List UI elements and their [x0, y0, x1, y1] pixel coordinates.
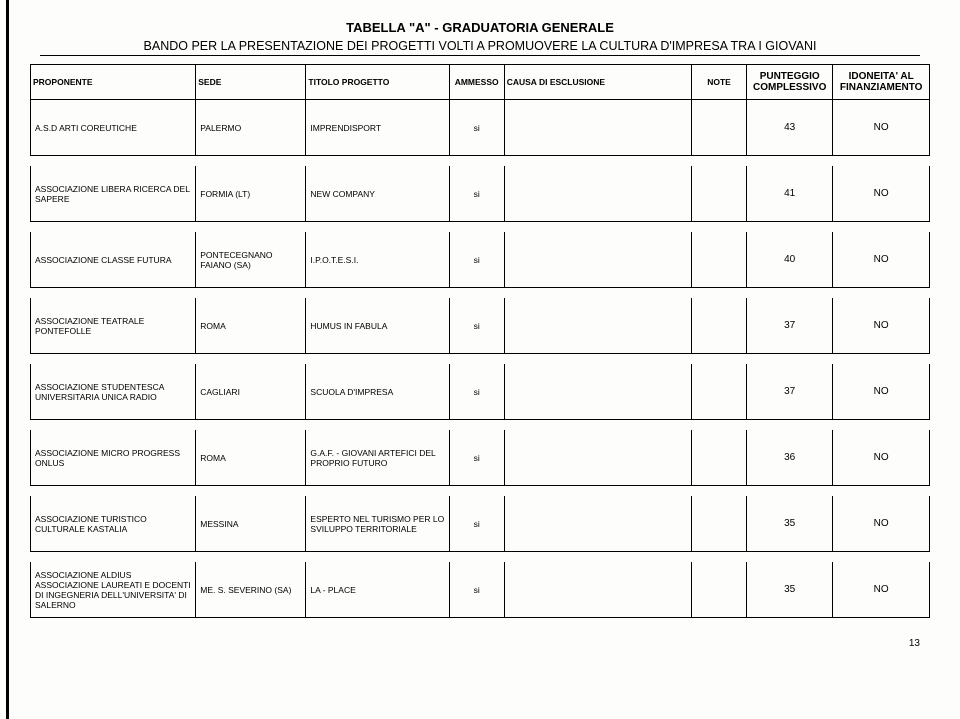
page-number: 13 [30, 638, 930, 649]
cell-proponente: ASSOCIAZIONE STUDENTESCA UNIVERSITARIA U… [30, 364, 195, 420]
cell-note [691, 232, 746, 288]
cell-note [691, 430, 746, 486]
table-row: ASSOCIAZIONE TEATRALE PONTEFOLLEROMAHUMU… [30, 298, 930, 354]
cell-idoneita: NO [832, 166, 930, 222]
table-row: ASSOCIAZIONE MICRO PROGRESS ONLUSROMAG.A… [30, 430, 930, 486]
col-ammesso: AMMESSO [449, 64, 504, 100]
cell-idoneita: NO [832, 430, 930, 486]
cell-titolo: SCUOLA D'IMPRESA [305, 364, 448, 420]
cell-ammesso: si [449, 430, 504, 486]
cell-sede: FORMIA (LT) [195, 166, 305, 222]
cell-punteggio: 35 [746, 496, 832, 552]
cell-proponente: ASSOCIAZIONE CLASSE FUTURA [30, 232, 195, 288]
cell-proponente: ASSOCIAZIONE LIBERA RICERCA DEL SAPERE [30, 166, 195, 222]
cell-proponente: ASSOCIAZIONE TEATRALE PONTEFOLLE [30, 298, 195, 354]
cell-punteggio: 43 [746, 100, 832, 156]
cell-ammesso: si [449, 562, 504, 618]
cell-idoneita: NO [832, 298, 930, 354]
cell-note [691, 496, 746, 552]
header-row: PROPONENTE SEDE TITOLO PROGETTO AMMESSO … [30, 64, 930, 100]
cell-causa [504, 298, 691, 354]
table-row: ASSOCIAZIONE STUDENTESCA UNIVERSITARIA U… [30, 364, 930, 420]
cell-idoneita: NO [832, 496, 930, 552]
table-row: A.S.D ARTI COREUTICHEPALERMOIMPRENDISPOR… [30, 100, 930, 156]
table-row: ASSOCIAZIONE LIBERA RICERCA DEL SAPEREFO… [30, 166, 930, 222]
cell-ammesso: si [449, 298, 504, 354]
cell-titolo: I.P.O.T.E.S.I. [305, 232, 448, 288]
cell-punteggio: 36 [746, 430, 832, 486]
cell-ammesso: si [449, 100, 504, 156]
cell-sede: MESSINA [195, 496, 305, 552]
cell-sede: PONTECEGNANO FAIANO (SA) [195, 232, 305, 288]
cell-punteggio: 35 [746, 562, 832, 618]
cell-causa [504, 496, 691, 552]
col-causa: CAUSA DI ESCLUSIONE [504, 64, 691, 100]
cell-ammesso: si [449, 166, 504, 222]
cell-ammesso: si [449, 496, 504, 552]
col-idoneita: IDONEITA' AL FINANZIAMENTO [832, 64, 930, 100]
cell-titolo: ESPERTO NEL TURISMO PER LO SVILUPPO TERR… [305, 496, 448, 552]
cell-note [691, 298, 746, 354]
cell-proponente: A.S.D ARTI COREUTICHE [30, 100, 195, 156]
cell-proponente: ASSOCIAZIONE MICRO PROGRESS ONLUS [30, 430, 195, 486]
col-proponente: PROPONENTE [30, 64, 195, 100]
cell-sede: CAGLIARI [195, 364, 305, 420]
cell-idoneita: NO [832, 232, 930, 288]
cell-punteggio: 40 [746, 232, 832, 288]
col-punteggio: PUNTEGGIO COMPLESSIVO [746, 64, 832, 100]
cell-note [691, 166, 746, 222]
col-titolo: TITOLO PROGETTO [305, 64, 448, 100]
ranking-table: PROPONENTE SEDE TITOLO PROGETTO AMMESSO … [30, 64, 930, 618]
cell-titolo: IMPRENDISPORT [305, 100, 448, 156]
cell-idoneita: NO [832, 562, 930, 618]
cell-titolo: NEW COMPANY [305, 166, 448, 222]
cell-sede: PALERMO [195, 100, 305, 156]
cell-ammesso: si [449, 232, 504, 288]
cell-causa [504, 430, 691, 486]
doc-subtitle: BANDO PER LA PRESENTAZIONE DEI PROGETTI … [40, 39, 920, 56]
cell-sede: ROMA [195, 298, 305, 354]
cell-causa [504, 562, 691, 618]
cell-punteggio: 37 [746, 298, 832, 354]
cell-note [691, 100, 746, 156]
cell-note [691, 562, 746, 618]
cell-causa [504, 100, 691, 156]
cell-proponente: ASSOCIAZIONE ALDIUS ASSOCIAZIONE LAUREAT… [30, 562, 195, 618]
col-note: NOTE [691, 64, 746, 100]
cell-punteggio: 41 [746, 166, 832, 222]
table-row: ASSOCIAZIONE ALDIUS ASSOCIAZIONE LAUREAT… [30, 562, 930, 618]
cell-causa [504, 232, 691, 288]
cell-sede: ME. S. SEVERINO (SA) [195, 562, 305, 618]
cell-causa [504, 166, 691, 222]
table-row: ASSOCIAZIONE CLASSE FUTURAPONTECEGNANO F… [30, 232, 930, 288]
cell-sede: ROMA [195, 430, 305, 486]
doc-title: TABELLA "A" - GRADUATORIA GENERALE [30, 20, 930, 35]
cell-ammesso: si [449, 364, 504, 420]
col-sede: SEDE [195, 64, 305, 100]
cell-punteggio: 37 [746, 364, 832, 420]
cell-causa [504, 364, 691, 420]
cell-titolo: HUMUS IN FABULA [305, 298, 448, 354]
table-row: ASSOCIAZIONE TURISTICO CULTURALE KASTALI… [30, 496, 930, 552]
cell-titolo: G.A.F. - GIOVANI ARTEFICI DEL PROPRIO FU… [305, 430, 448, 486]
cell-note [691, 364, 746, 420]
cell-idoneita: NO [832, 100, 930, 156]
cell-idoneita: NO [832, 364, 930, 420]
cell-proponente: ASSOCIAZIONE TURISTICO CULTURALE KASTALI… [30, 496, 195, 552]
cell-titolo: LA - PLACE [305, 562, 448, 618]
